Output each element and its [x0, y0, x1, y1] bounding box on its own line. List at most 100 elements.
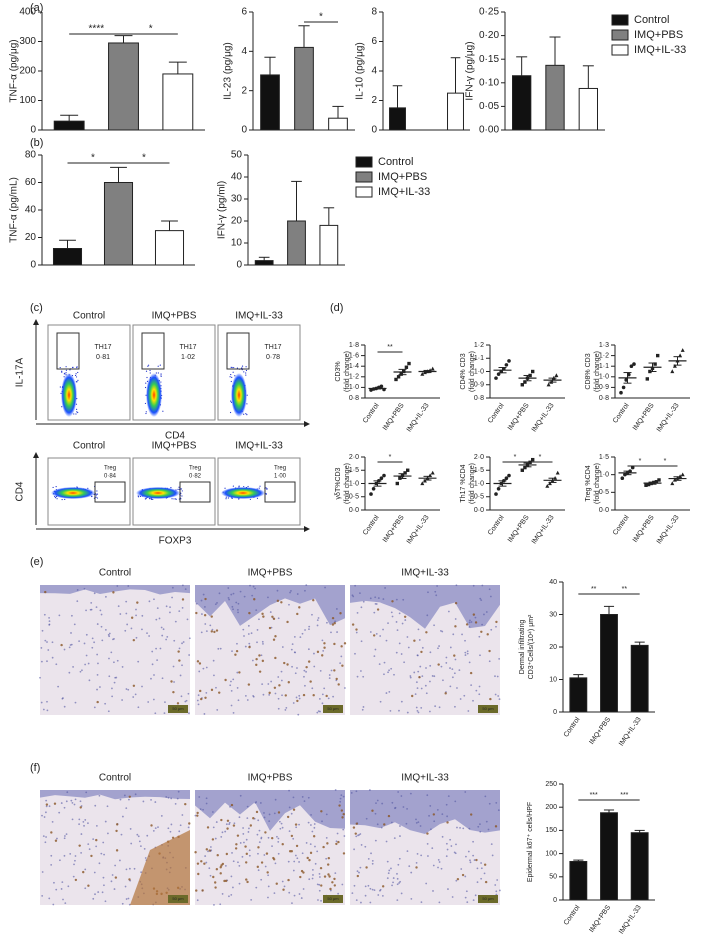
- stained-cell: [403, 615, 407, 619]
- nucleus: [320, 899, 322, 902]
- nucleus: [52, 903, 55, 906]
- nucleus: [415, 818, 417, 821]
- y-tick-label: 0·5: [599, 489, 609, 496]
- nucleus: [141, 628, 143, 631]
- stained-cell: [224, 879, 228, 883]
- stained-cell: [413, 639, 416, 642]
- stained-cell: [128, 878, 131, 881]
- event: [259, 485, 261, 487]
- nucleus: [288, 789, 290, 792]
- nucleus: [267, 596, 269, 599]
- nucleus: [307, 796, 310, 799]
- y-tick-label: 1·0: [599, 472, 609, 479]
- stained-cell: [273, 686, 277, 689]
- nucleus: [325, 857, 328, 860]
- stained-cell: [294, 823, 298, 826]
- nucleus: [355, 899, 358, 902]
- stained-cell: [255, 663, 258, 667]
- y-axis-label: IFN-γ (pg/ml): [217, 181, 228, 239]
- nucleus: [298, 861, 300, 863]
- nucleus: [178, 830, 181, 833]
- nucleus: [45, 836, 47, 838]
- nucleus: [280, 822, 283, 825]
- nucleus: [93, 641, 96, 644]
- nucleus: [148, 635, 151, 637]
- y-tick-label: 0·00: [479, 125, 499, 136]
- nucleus: [142, 800, 145, 803]
- nucleus: [218, 592, 221, 595]
- nucleus: [294, 854, 297, 857]
- nucleus: [250, 632, 253, 635]
- nucleus: [176, 797, 179, 800]
- image-title: IMQ+IL-33: [401, 773, 449, 784]
- nucleus: [60, 802, 63, 804]
- stained-cell: [206, 826, 210, 829]
- nucleus: [277, 852, 280, 855]
- stained-cell: [319, 866, 323, 870]
- nucleus: [158, 617, 161, 620]
- stained-cell: [325, 694, 328, 698]
- x-tick-label: Control: [563, 904, 582, 927]
- nucleus: [153, 598, 155, 601]
- nucleus: [111, 695, 114, 698]
- y-tick-label: 0·8: [599, 395, 609, 402]
- nucleus: [342, 828, 345, 831]
- nucleus: [74, 855, 77, 857]
- stained-cell: [425, 631, 428, 634]
- nucleus: [80, 851, 83, 854]
- nucleus: [421, 675, 424, 678]
- nucleus: [460, 868, 463, 870]
- event: [63, 373, 65, 375]
- nucleus: [267, 874, 270, 877]
- stained-cell: [494, 825, 498, 828]
- gate-name: Treg: [104, 466, 116, 472]
- nucleus: [274, 862, 277, 865]
- nucleus: [146, 834, 149, 837]
- stained-cell: [60, 643, 63, 647]
- nucleus: [393, 837, 396, 840]
- legend-label: IMQ+IL-33: [634, 44, 686, 56]
- nucleus: [95, 824, 98, 827]
- nucleus: [281, 694, 283, 697]
- nucleus: [343, 835, 346, 837]
- scale-bar-label: 50 μm: [327, 706, 339, 711]
- stained-cell: [461, 873, 465, 877]
- nucleus: [159, 647, 162, 650]
- nucleus: [257, 869, 260, 872]
- stained-cell: [444, 692, 447, 695]
- nucleus: [494, 884, 497, 886]
- nucleus: [173, 681, 175, 683]
- nucleus: [376, 799, 379, 802]
- nucleus: [108, 635, 111, 638]
- stained-cell: [337, 840, 340, 844]
- stained-cell: [261, 659, 265, 663]
- bar: [447, 92, 464, 131]
- stained-cell: [286, 663, 289, 666]
- nucleus: [44, 639, 47, 642]
- stained-cell: [176, 702, 180, 705]
- nucleus: [479, 654, 481, 657]
- nucleus: [421, 646, 424, 649]
- cell-cluster: [146, 373, 162, 417]
- point: [632, 362, 636, 366]
- nucleus: [205, 666, 208, 669]
- stained-cell: [283, 661, 286, 665]
- epidermis: [350, 790, 500, 835]
- y-tick-label: 400: [19, 7, 36, 18]
- gate-value: 1·00: [274, 474, 287, 480]
- y-tick-label: 1·4: [349, 363, 359, 370]
- nucleus: [379, 635, 382, 637]
- nucleus: [478, 685, 481, 688]
- y-tick-label: 0·5: [349, 494, 359, 501]
- flow-x-label: FOXP3: [159, 536, 192, 547]
- nucleus: [214, 603, 217, 606]
- panel-label: (b): [30, 137, 43, 149]
- nucleus: [104, 628, 107, 631]
- nucleus: [390, 667, 393, 670]
- nucleus: [334, 789, 337, 791]
- event: [256, 497, 259, 499]
- nucleus: [304, 589, 306, 592]
- point: [546, 382, 551, 387]
- nucleus: [99, 686, 101, 688]
- nucleus: [463, 694, 466, 697]
